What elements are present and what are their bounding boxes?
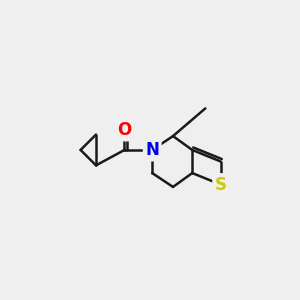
- Text: S: S: [215, 176, 227, 194]
- Text: O: O: [117, 121, 132, 139]
- Text: N: N: [145, 141, 159, 159]
